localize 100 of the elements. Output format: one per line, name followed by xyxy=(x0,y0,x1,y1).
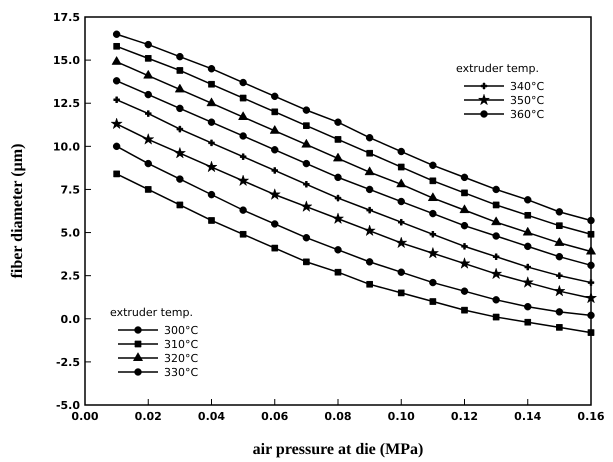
point xyxy=(271,244,278,252)
point xyxy=(492,296,500,304)
x-axis-title: air pressure at die (MPa) xyxy=(252,441,424,458)
point xyxy=(237,174,249,186)
point xyxy=(430,177,436,184)
point xyxy=(334,246,342,254)
point xyxy=(460,174,468,182)
point xyxy=(302,234,310,242)
y-tick-label: 5.0 xyxy=(60,226,80,240)
point xyxy=(112,77,120,85)
point xyxy=(208,217,215,224)
legend-label: 300°C xyxy=(164,324,198,337)
point xyxy=(490,268,502,279)
legend-label: 310°C xyxy=(164,338,198,351)
point xyxy=(334,136,342,143)
point xyxy=(524,302,532,310)
point xyxy=(143,70,154,79)
point xyxy=(587,216,595,224)
point xyxy=(142,133,154,144)
point xyxy=(272,167,278,174)
point xyxy=(270,125,280,134)
point xyxy=(271,146,278,154)
point xyxy=(556,324,563,331)
point xyxy=(461,306,468,314)
point xyxy=(206,160,218,172)
point xyxy=(239,78,247,86)
point xyxy=(430,298,436,305)
point xyxy=(176,126,184,132)
point xyxy=(398,148,405,156)
y-tick-label: 15.0 xyxy=(52,54,80,68)
point xyxy=(430,231,436,238)
point xyxy=(240,94,246,102)
legend-label: 320°C xyxy=(164,352,198,365)
point xyxy=(176,67,184,74)
y-axis-title: fiber diameter (µm) xyxy=(9,144,26,278)
point xyxy=(585,292,597,304)
point xyxy=(554,285,566,296)
point xyxy=(492,202,500,208)
point xyxy=(398,290,405,296)
point xyxy=(112,142,120,150)
point xyxy=(302,160,310,168)
point xyxy=(461,243,468,250)
point xyxy=(460,204,470,214)
point xyxy=(364,224,376,236)
point xyxy=(301,138,312,148)
point xyxy=(300,200,312,212)
point xyxy=(110,118,122,129)
y-tick-label: 0.0 xyxy=(60,312,80,326)
point xyxy=(429,278,437,286)
point xyxy=(113,42,120,50)
point xyxy=(522,276,534,288)
point xyxy=(176,202,184,208)
point xyxy=(271,108,278,116)
point xyxy=(460,287,468,295)
y-tick-label: -5.0 xyxy=(56,399,80,412)
point xyxy=(334,118,342,126)
x-tick-label: 0.02 xyxy=(134,410,162,423)
point xyxy=(398,198,405,206)
point xyxy=(556,272,563,279)
point xyxy=(176,175,184,183)
point xyxy=(556,252,564,260)
point xyxy=(334,194,342,202)
y-tick-label: 17.5 xyxy=(52,11,80,24)
point xyxy=(586,246,596,254)
point xyxy=(429,162,437,170)
point xyxy=(176,104,184,112)
point xyxy=(303,181,310,188)
point xyxy=(524,212,532,219)
x-tick-label: 0.00 xyxy=(71,410,99,423)
point xyxy=(524,318,532,326)
point xyxy=(364,166,375,176)
point xyxy=(396,178,406,188)
legend-label: 350°C xyxy=(510,94,544,107)
point xyxy=(492,232,500,240)
point xyxy=(208,65,216,72)
point xyxy=(587,262,595,270)
x-tick-label: 0.12 xyxy=(450,410,478,423)
legend-label: 340°C xyxy=(510,80,544,93)
point xyxy=(240,153,246,160)
point xyxy=(492,186,500,194)
point xyxy=(208,140,215,146)
legend-label: 330°C xyxy=(164,366,198,379)
point xyxy=(240,230,246,238)
point xyxy=(588,230,594,238)
point xyxy=(427,247,439,258)
point xyxy=(334,174,342,182)
point xyxy=(144,90,152,98)
point xyxy=(398,164,405,170)
legend-label: 360°C xyxy=(510,108,544,121)
point xyxy=(366,280,373,288)
y-tick-label: 2.5 xyxy=(60,270,80,283)
point xyxy=(208,190,216,198)
point xyxy=(491,216,502,226)
point xyxy=(302,106,310,114)
point xyxy=(429,210,437,218)
point xyxy=(145,110,152,117)
point xyxy=(556,208,564,216)
point xyxy=(522,226,533,236)
point xyxy=(208,118,216,126)
text: extruder temp. xyxy=(456,62,539,75)
